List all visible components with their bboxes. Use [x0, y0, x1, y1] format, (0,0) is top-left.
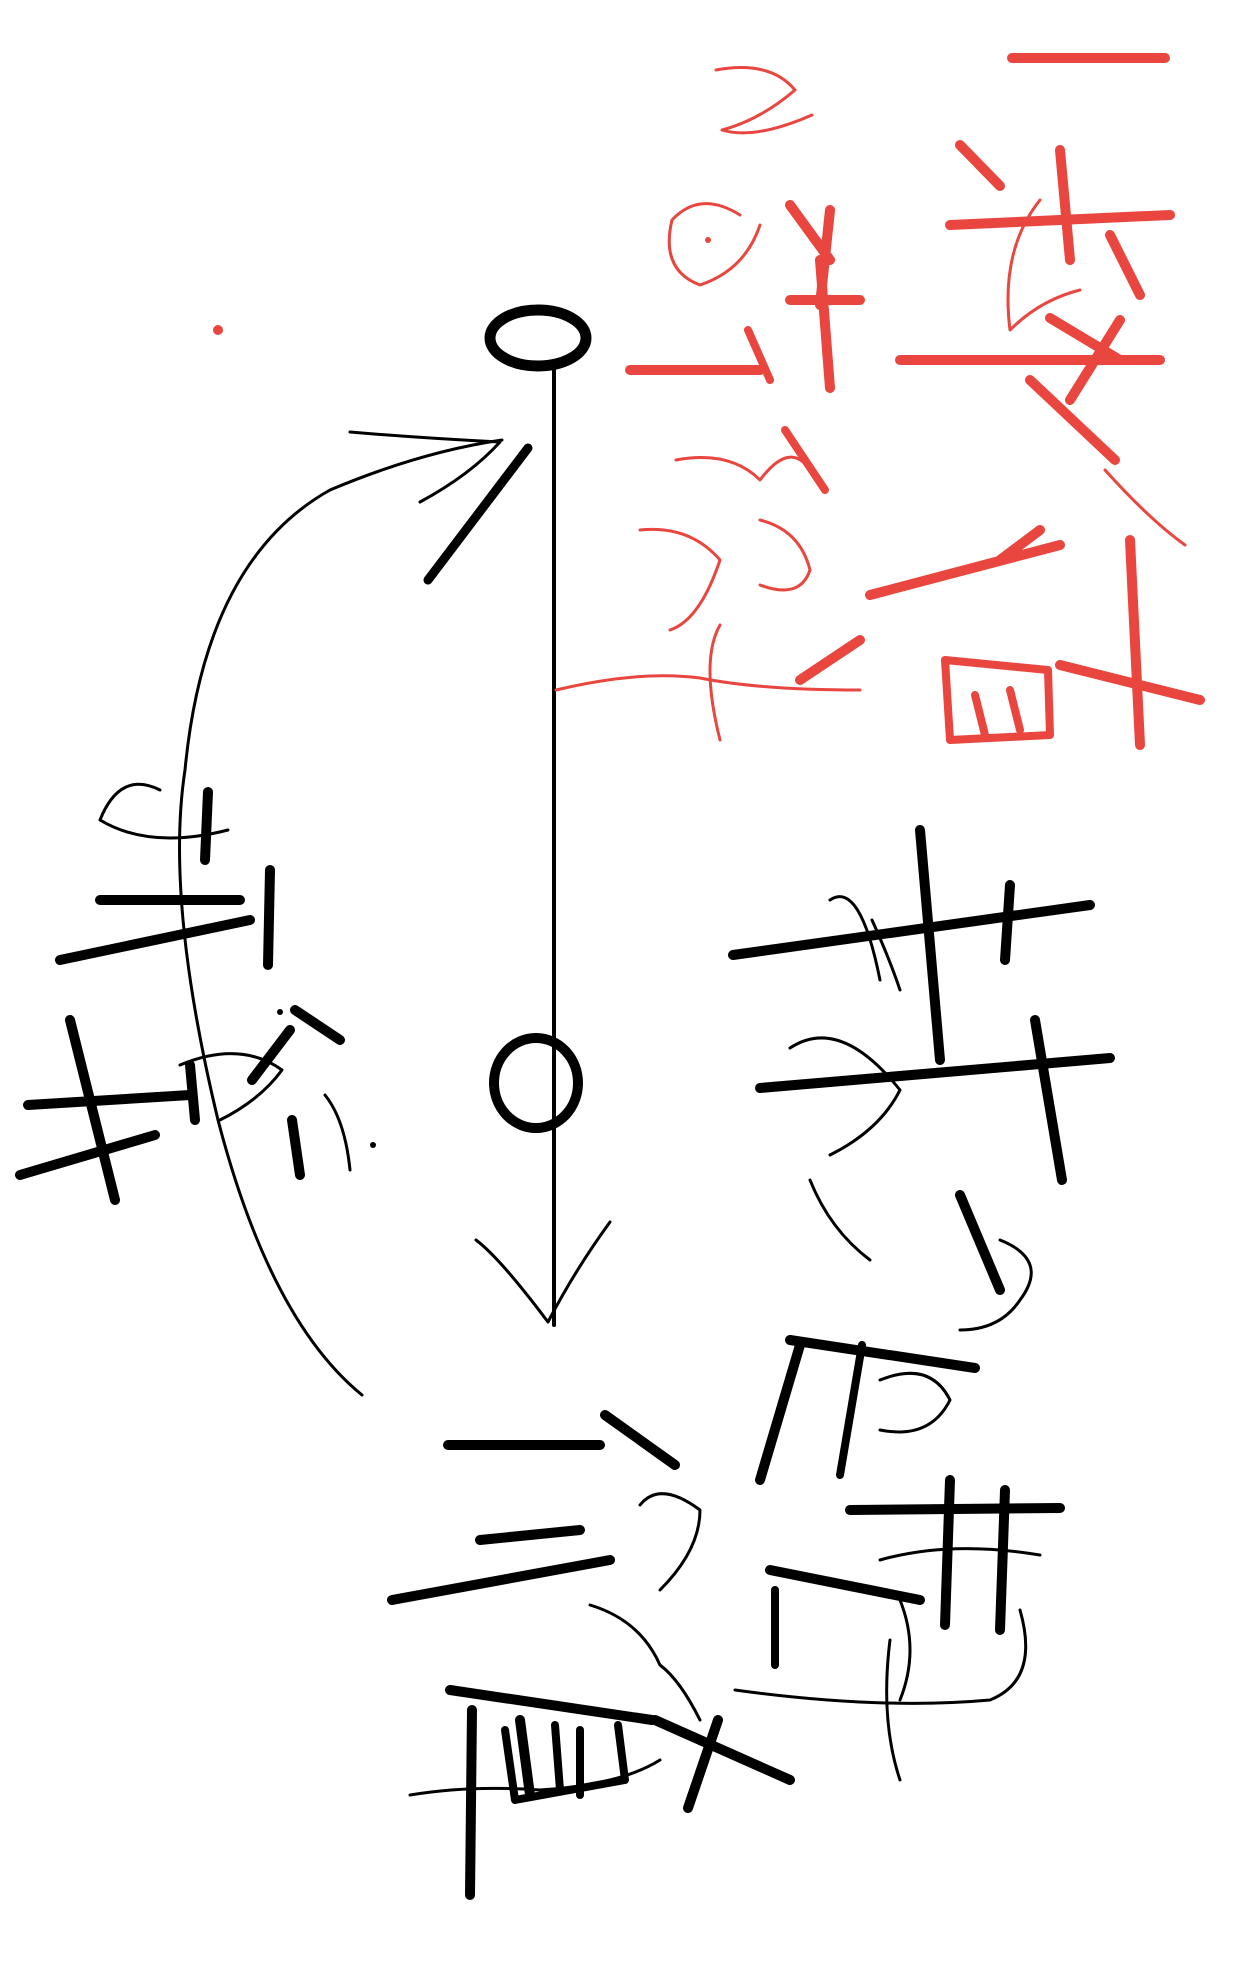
curved-return-arrow	[178, 438, 504, 1397]
red-text-second	[213, 66, 865, 742]
curved-arrow-head	[348, 430, 502, 504]
down-arrow-head	[474, 1220, 612, 1324]
middle-circle	[489, 1033, 583, 1133]
top-circle	[484, 304, 592, 372]
black-text-right	[728, 825, 1115, 1782]
timeline-diagram	[178, 304, 612, 1397]
red-text-right	[865, 53, 1205, 750]
black-text-bottom	[387, 1410, 795, 1900]
slash-mark	[423, 443, 533, 585]
black-text-left	[15, 782, 376, 1205]
